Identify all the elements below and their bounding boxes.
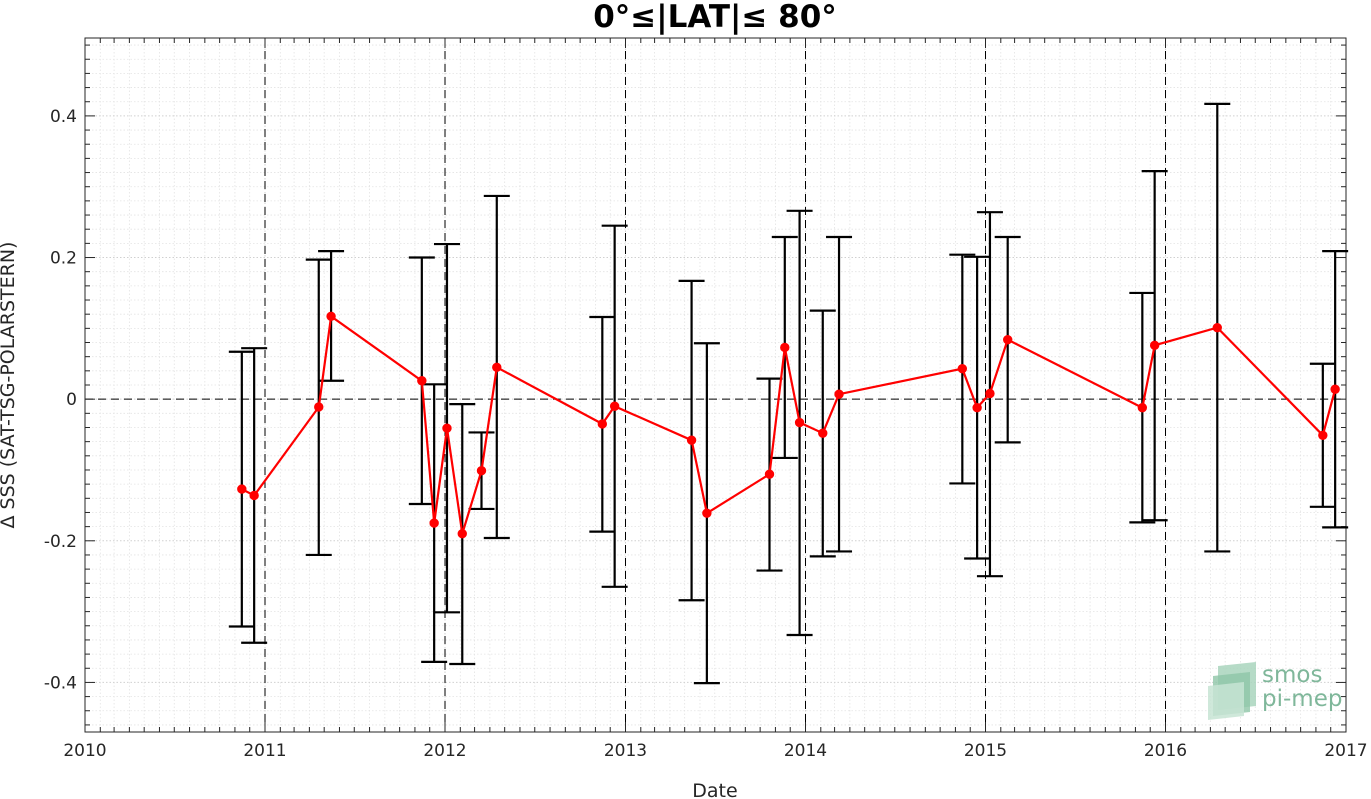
x-tick-label: 2011 [243, 741, 286, 761]
data-point [326, 311, 336, 322]
y-tick-label: -0.4 [44, 673, 77, 693]
data-point [794, 417, 805, 428]
logo-layers-icon [1208, 662, 1256, 720]
data-point [764, 469, 775, 479]
data-point [957, 364, 968, 374]
series-polyline [241, 314, 1337, 535]
x-tick-label: 2017 [1324, 741, 1367, 761]
data-point [417, 376, 427, 386]
y-axis-label: Δ SSS (SAT-TSG-POLARSTERN) [0, 242, 19, 529]
y-tick-label: 0.4 [50, 107, 77, 127]
chart-title: 0°≤|LAT|≤ 80° [593, 0, 837, 35]
x-tick-label: 2014 [784, 741, 827, 761]
data-point [702, 508, 712, 518]
data-point [972, 402, 982, 413]
data-point [1149, 340, 1160, 351]
axis-ticks [84, 38, 1347, 732]
y-tick-label: -0.2 [44, 532, 77, 552]
minor-grid [85, 38, 1346, 732]
data-point [492, 362, 502, 372]
x-tick-label: 2013 [604, 741, 647, 761]
series-line [241, 314, 1337, 535]
y-tick-label: 0 [66, 390, 77, 410]
data-point [457, 529, 467, 539]
data-point [442, 423, 452, 433]
data-point [1318, 430, 1328, 440]
smos-pi-mep-logo: smos pi-mep [1208, 662, 1342, 720]
data-point [1137, 402, 1148, 413]
x-tick-label: 2012 [423, 741, 466, 761]
logo-line2: pi-mep [1262, 686, 1342, 712]
data-point [314, 402, 324, 412]
x-tick-labels: 2010 2011 2012 2013 2014 2015 2016 2017 [63, 741, 1367, 761]
data-point [1002, 334, 1013, 345]
x-axis-label: Date [692, 780, 737, 799]
reference-lines [85, 38, 1346, 732]
x-tick-label: 2010 [63, 741, 106, 761]
data-point [237, 484, 247, 494]
data-point [1330, 384, 1340, 394]
data-point [818, 428, 828, 438]
x-tick-label: 2016 [1144, 741, 1187, 761]
data-point [429, 518, 439, 528]
data-points [237, 311, 1340, 539]
data-point [609, 401, 620, 411]
y-tick-labels: -0.4 -0.2 0 0.2 0.4 [44, 107, 77, 694]
data-point [780, 342, 790, 353]
x-tick-label: 2015 [964, 741, 1007, 761]
logo-line1: smos [1262, 662, 1322, 688]
data-point [1212, 322, 1222, 333]
data-point [985, 388, 995, 399]
data-point [249, 490, 259, 501]
y-tick-label: 0.2 [50, 249, 77, 269]
data-point [597, 419, 608, 429]
data-point [686, 435, 697, 445]
data-point [476, 465, 487, 476]
data-point [834, 389, 844, 399]
